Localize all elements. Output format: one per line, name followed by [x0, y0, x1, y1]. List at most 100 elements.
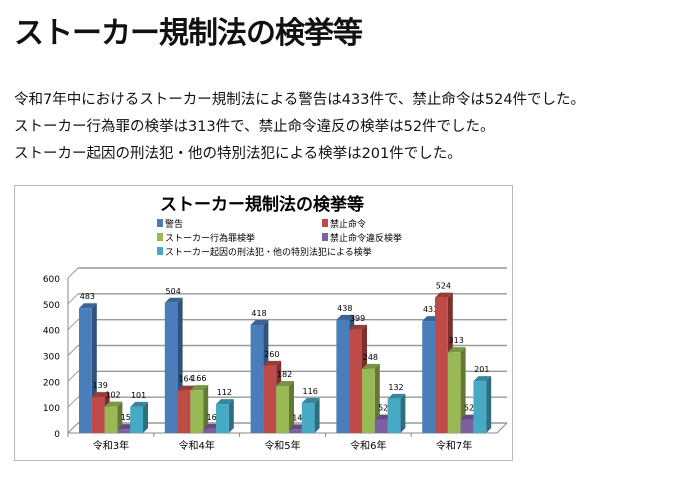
legend-swatch: [322, 219, 328, 227]
bar-side: [289, 380, 294, 433]
bar-side: [460, 347, 466, 433]
legend-label: 禁止命令: [330, 218, 366, 230]
data-label: 418: [251, 309, 266, 318]
x-tick-label: 令和4年: [179, 439, 215, 452]
bar: [216, 404, 229, 433]
bar: [250, 325, 264, 433]
data-label: 438: [337, 304, 352, 313]
legend-swatch: [157, 233, 163, 241]
bar-side: [143, 401, 148, 433]
data-label: 164: [178, 375, 193, 384]
bar: [263, 365, 277, 433]
data-label: 260: [264, 350, 279, 359]
bar: [203, 428, 216, 433]
x-tick-label: 令和7年: [436, 439, 472, 452]
bar: [79, 308, 92, 433]
bar-top: [301, 398, 320, 404]
data-label: 166: [191, 374, 206, 383]
bar: [104, 406, 118, 433]
data-label: 483: [80, 292, 95, 301]
paragraph-other: ストーカー起因の刑法犯・他の特別法犯による検挙は201件でした。: [14, 146, 462, 162]
bar-top: [276, 380, 294, 386]
gridline-depth: [67, 345, 79, 356]
bar-chart: ストーカー規制法の検挙等 警告 禁止命令 ストーカー行為罪検挙 禁止命令違反検挙 ストーカ…: [14, 185, 513, 461]
y-tick-label: 400: [43, 327, 60, 337]
legend-label: 禁止命令違反検挙: [330, 232, 402, 244]
y-tick-label: 200: [43, 378, 60, 388]
y-tick-label: 300: [43, 353, 60, 363]
legend-swatch: [157, 247, 163, 255]
bar-side: [314, 398, 320, 433]
data-label: 101: [131, 391, 146, 400]
gridline-depth: [67, 422, 79, 434]
bar: [289, 429, 302, 433]
bar: [336, 319, 350, 433]
x-tick-label: 令和3年: [93, 439, 129, 452]
bar-top: [91, 392, 110, 398]
bar-top: [349, 324, 367, 330]
bar-top: [190, 385, 209, 391]
data-label: 248: [363, 353, 378, 362]
bar: [164, 302, 178, 433]
gridline-depth: [67, 396, 79, 408]
bar-top: [216, 399, 234, 405]
bar: [177, 390, 191, 433]
bar-side: [374, 363, 380, 433]
bar-top: [250, 320, 269, 326]
bar-top: [473, 376, 492, 382]
legend-swatch: [157, 219, 163, 227]
gridline-depth: [67, 293, 79, 305]
y-tick-label: 0: [54, 430, 60, 440]
data-label: 102: [105, 391, 120, 400]
gridline-depth: [67, 370, 79, 382]
bar-top: [336, 314, 355, 320]
bar: [117, 429, 131, 433]
x-tick-label: 令和6年: [350, 439, 386, 452]
data-label: 399: [350, 314, 365, 323]
data-label: 52: [378, 404, 388, 413]
legend-label: 警告: [165, 218, 183, 230]
data-label: 132: [388, 383, 403, 392]
bar-top: [104, 401, 123, 407]
chart-title: ストーカー規制法の検挙等: [160, 194, 364, 215]
bar-top: [164, 297, 183, 303]
bar: [374, 419, 388, 433]
bar-top: [177, 385, 196, 391]
bar: [387, 398, 401, 433]
data-label: 201: [474, 365, 489, 374]
bar-top: [79, 303, 97, 309]
bar: [362, 368, 375, 433]
legend-label: ストーカー行為罪検挙: [165, 232, 255, 244]
bar-top: [362, 363, 380, 369]
bar: [447, 352, 461, 433]
data-label: 504: [166, 287, 181, 296]
bar: [460, 419, 474, 433]
data-label: 182: [277, 370, 292, 379]
y-tick-label: 600: [43, 275, 60, 285]
data-label: 524: [436, 282, 451, 291]
y-tick-label: 100: [43, 404, 60, 414]
data-label: 52: [464, 404, 474, 413]
data-label: 116: [303, 387, 318, 396]
data-label: 112: [217, 388, 232, 397]
bar: [349, 329, 362, 433]
bar: [422, 321, 435, 433]
x-tick-label: 令和5年: [264, 439, 300, 452]
bar: [91, 397, 105, 433]
bar-top: [387, 393, 406, 399]
data-label: 16: [207, 413, 217, 422]
bar: [473, 381, 487, 433]
data-label: 139: [93, 381, 108, 390]
bar: [435, 297, 448, 433]
bar: [301, 403, 315, 433]
data-label: 14: [292, 413, 302, 422]
bar: [190, 390, 204, 433]
gridline-depth: [67, 319, 79, 331]
paragraph-arrest: ストーカー行為罪の検挙は313件で、禁止命令違反の検挙は52件でした。: [14, 119, 495, 135]
bar-side: [203, 385, 209, 433]
bar: [130, 406, 143, 433]
gridline-depth: [67, 267, 79, 279]
data-label: 433: [423, 305, 438, 314]
bar-top: [130, 401, 148, 407]
bar-top: [435, 292, 453, 298]
